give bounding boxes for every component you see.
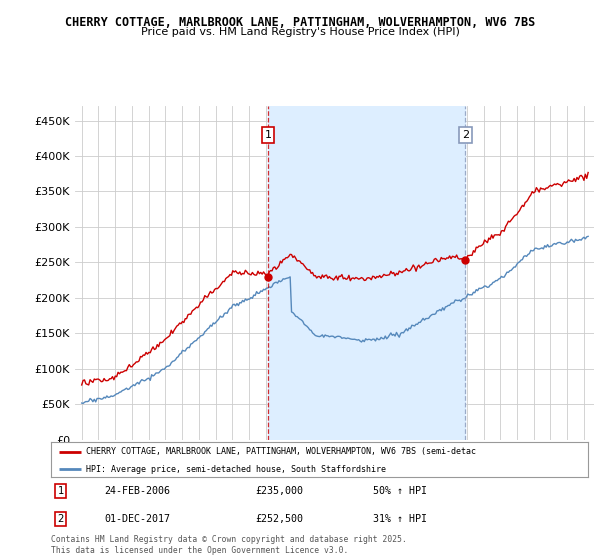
Text: 1: 1 — [58, 487, 64, 496]
Text: Price paid vs. HM Land Registry's House Price Index (HPI): Price paid vs. HM Land Registry's House … — [140, 27, 460, 37]
Bar — [268, 106, 466, 440]
Text: CHERRY COTTAGE, MARLBROOK LANE, PATTINGHAM, WOLVERHAMPTON, WV6 7BS (semi-detac: CHERRY COTTAGE, MARLBROOK LANE, PATTINGH… — [86, 447, 476, 456]
Text: 01-DEC-2017: 01-DEC-2017 — [105, 514, 171, 524]
Text: 1: 1 — [265, 130, 272, 140]
Text: 2: 2 — [462, 130, 469, 140]
Text: £252,500: £252,500 — [255, 514, 303, 524]
Text: HPI: Average price, semi-detached house, South Staffordshire: HPI: Average price, semi-detached house,… — [86, 465, 386, 474]
Text: 2: 2 — [58, 514, 64, 524]
Text: Contains HM Land Registry data © Crown copyright and database right 2025.
This d: Contains HM Land Registry data © Crown c… — [51, 535, 407, 555]
Text: 31% ↑ HPI: 31% ↑ HPI — [373, 514, 427, 524]
Text: 24-FEB-2006: 24-FEB-2006 — [105, 487, 171, 496]
Text: £235,000: £235,000 — [255, 487, 303, 496]
Text: 50% ↑ HPI: 50% ↑ HPI — [373, 487, 427, 496]
Text: CHERRY COTTAGE, MARLBROOK LANE, PATTINGHAM, WOLVERHAMPTON, WV6 7BS: CHERRY COTTAGE, MARLBROOK LANE, PATTINGH… — [65, 16, 535, 29]
